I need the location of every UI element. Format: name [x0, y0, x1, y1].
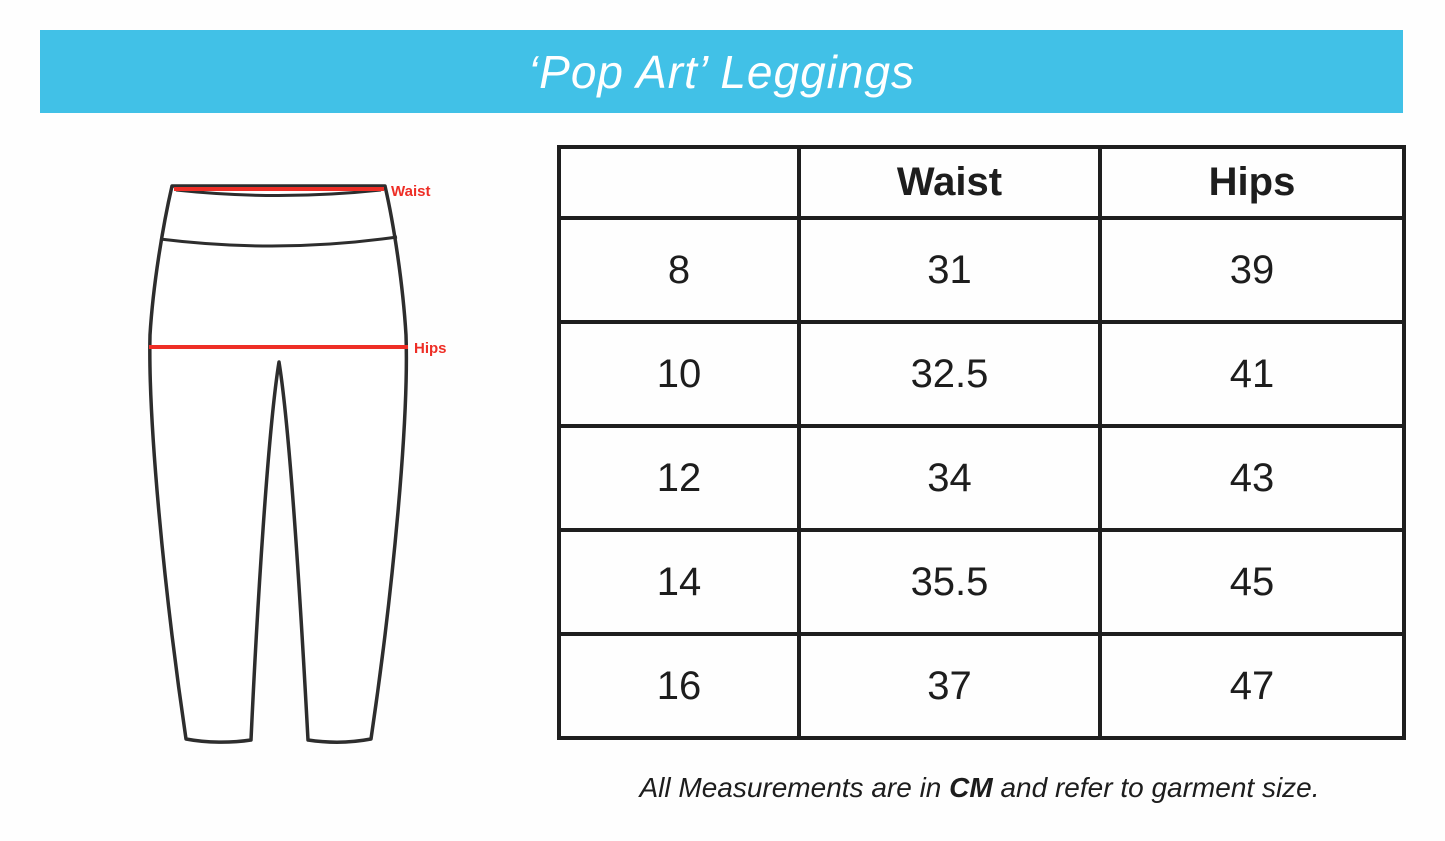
waist-cell: 32.5 [797, 320, 1102, 428]
table-row-size-10: 10 32.5 41 [557, 320, 1406, 428]
size-cell: 10 [557, 320, 801, 428]
column-header-hips: Hips [1098, 145, 1406, 220]
size-cell: 14 [557, 528, 801, 636]
measurement-note-unit: CM [949, 772, 993, 803]
waist-cell: 34 [797, 424, 1102, 532]
hips-cell: 41 [1098, 320, 1406, 428]
table-row-size-16: 16 37 47 [557, 632, 1406, 740]
table-row-size-8: 8 31 39 [557, 216, 1406, 324]
page-title: ‘Pop Art’ Leggings [527, 45, 916, 98]
hips-cell: 47 [1098, 632, 1406, 740]
leggings-outline [148, 184, 409, 744]
measurement-note-suffix: and refer to garment size. [992, 772, 1320, 803]
size-cell: 12 [557, 424, 801, 532]
title-banner: ‘Pop Art’ Leggings [40, 30, 1403, 113]
table-row-size-14: 14 35.5 45 [557, 528, 1406, 636]
table-header-row: Waist Hips [557, 145, 1406, 220]
column-header-waist: Waist [797, 145, 1102, 220]
waist-cell: 35.5 [797, 528, 1102, 636]
leggings-diagram: Waist Hips [148, 183, 447, 744]
waistband-bottom-seam [159, 235, 398, 248]
size-cell: 16 [557, 632, 801, 740]
table-row-size-12: 12 34 43 [557, 424, 1406, 532]
hips-cell: 43 [1098, 424, 1406, 532]
size-cell: 8 [557, 216, 801, 324]
waist-line-label: Waist [391, 183, 430, 200]
waist-cell: 37 [797, 632, 1102, 740]
size-table: Waist Hips 8 31 39 10 32.5 41 12 34 43 1… [557, 145, 1406, 740]
hips-cell: 45 [1098, 528, 1406, 636]
waistband-top-seam [175, 188, 382, 197]
hips-cell: 39 [1098, 216, 1406, 324]
measurement-note: All Measurements are in CM and refer to … [557, 772, 1402, 804]
measurement-note-prefix: All Measurements are in [639, 772, 950, 803]
waist-cell: 31 [797, 216, 1102, 324]
hips-line-label: Hips [414, 340, 447, 357]
column-header-size [557, 145, 801, 220]
